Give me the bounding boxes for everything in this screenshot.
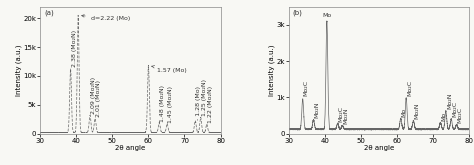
Text: Mo₂N: Mo₂N — [315, 101, 319, 118]
Text: Mo₂N: Mo₂N — [414, 102, 419, 119]
Text: 2.09 (Mo₂N): 2.09 (Mo₂N) — [91, 77, 96, 114]
Text: Mo: Mo — [402, 107, 407, 117]
Text: (a): (a) — [44, 9, 54, 16]
Text: 1.25 (Mo₂N): 1.25 (Mo₂N) — [202, 79, 207, 116]
Text: d=2.22 (Mo): d=2.22 (Mo) — [82, 15, 130, 21]
Text: 1.48 (Mo₂N): 1.48 (Mo₂N) — [160, 84, 165, 121]
Text: Mo₂N: Mo₂N — [447, 92, 452, 109]
Text: 1.45 (Mo₂N): 1.45 (Mo₂N) — [168, 86, 173, 123]
Text: Mo₂C: Mo₂C — [458, 107, 463, 123]
Text: 1.57 (Mo): 1.57 (Mo) — [152, 66, 187, 73]
Y-axis label: Intensity (a.u.): Intensity (a.u.) — [15, 44, 22, 96]
Text: Mo₂C: Mo₂C — [407, 80, 412, 96]
X-axis label: 2θ angle: 2θ angle — [364, 145, 394, 151]
Y-axis label: Intensity (a.u.): Intensity (a.u.) — [268, 44, 275, 96]
Text: Mo₂C: Mo₂C — [452, 101, 457, 117]
Text: Mo: Mo — [322, 13, 331, 18]
Text: (b): (b) — [292, 9, 302, 16]
Text: Mo₂N: Mo₂N — [344, 107, 348, 124]
Text: 2.01 (Mo₂N): 2.01 (Mo₂N) — [96, 81, 101, 117]
X-axis label: 2θ angle: 2θ angle — [115, 145, 146, 151]
Text: Mo₂C: Mo₂C — [339, 106, 344, 122]
Text: Mo: Mo — [441, 112, 447, 121]
Text: 2.38 (Mo₂N): 2.38 (Mo₂N) — [72, 30, 77, 67]
Text: 1.22 (Mo₂N): 1.22 (Mo₂N) — [208, 86, 213, 123]
Text: - 1.28 (Mo): - 1.28 (Mo) — [196, 86, 201, 120]
Text: Mo₂C: Mo₂C — [304, 80, 309, 96]
